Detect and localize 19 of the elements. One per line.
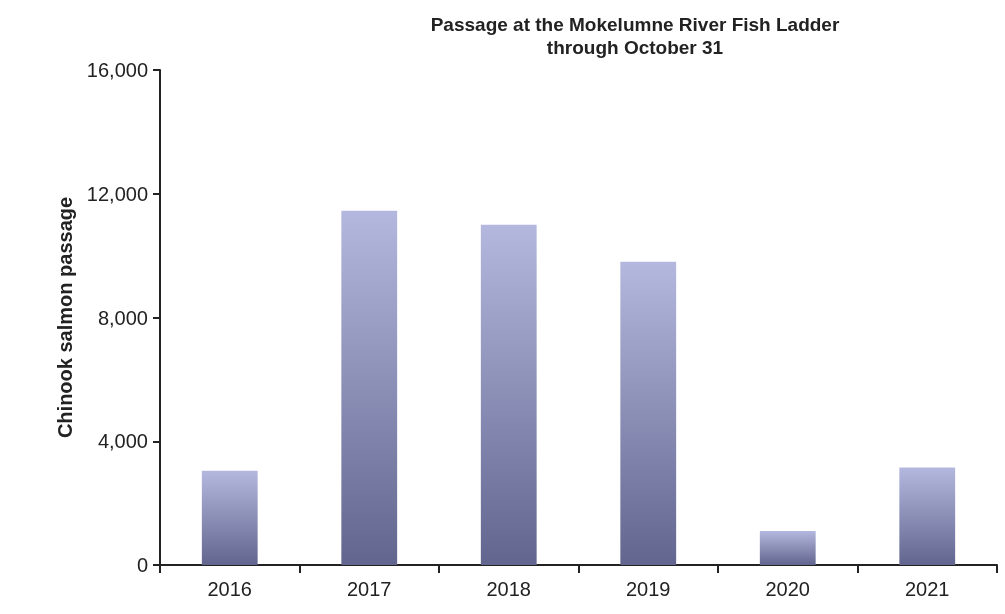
bar	[620, 261, 677, 565]
bar	[480, 224, 537, 565]
x-tick-label: 2016	[207, 578, 252, 600]
x-tick-label: 2019	[626, 578, 671, 600]
bar	[899, 467, 956, 565]
x-tick-label: 2021	[905, 578, 950, 600]
y-tick-label: 16,000	[86, 59, 148, 81]
y-tick-label: 8,000	[97, 306, 148, 329]
y-tick-label: 12,000	[86, 182, 148, 205]
bar	[341, 210, 398, 565]
x-tick-label: 2020	[765, 578, 810, 600]
y-axis-title: Chinook salmon passage	[54, 196, 76, 439]
y-tick-label: 4,000	[97, 430, 148, 453]
x-tick-label: 2017	[347, 578, 392, 600]
x-tick-label: 2018	[486, 578, 531, 600]
y-tick-label: 0	[136, 554, 148, 576]
chart-title: Passage at the Mokelumne River Fish Ladder through October 31	[430, 14, 840, 58]
bar	[201, 470, 258, 565]
bar	[759, 530, 816, 565]
